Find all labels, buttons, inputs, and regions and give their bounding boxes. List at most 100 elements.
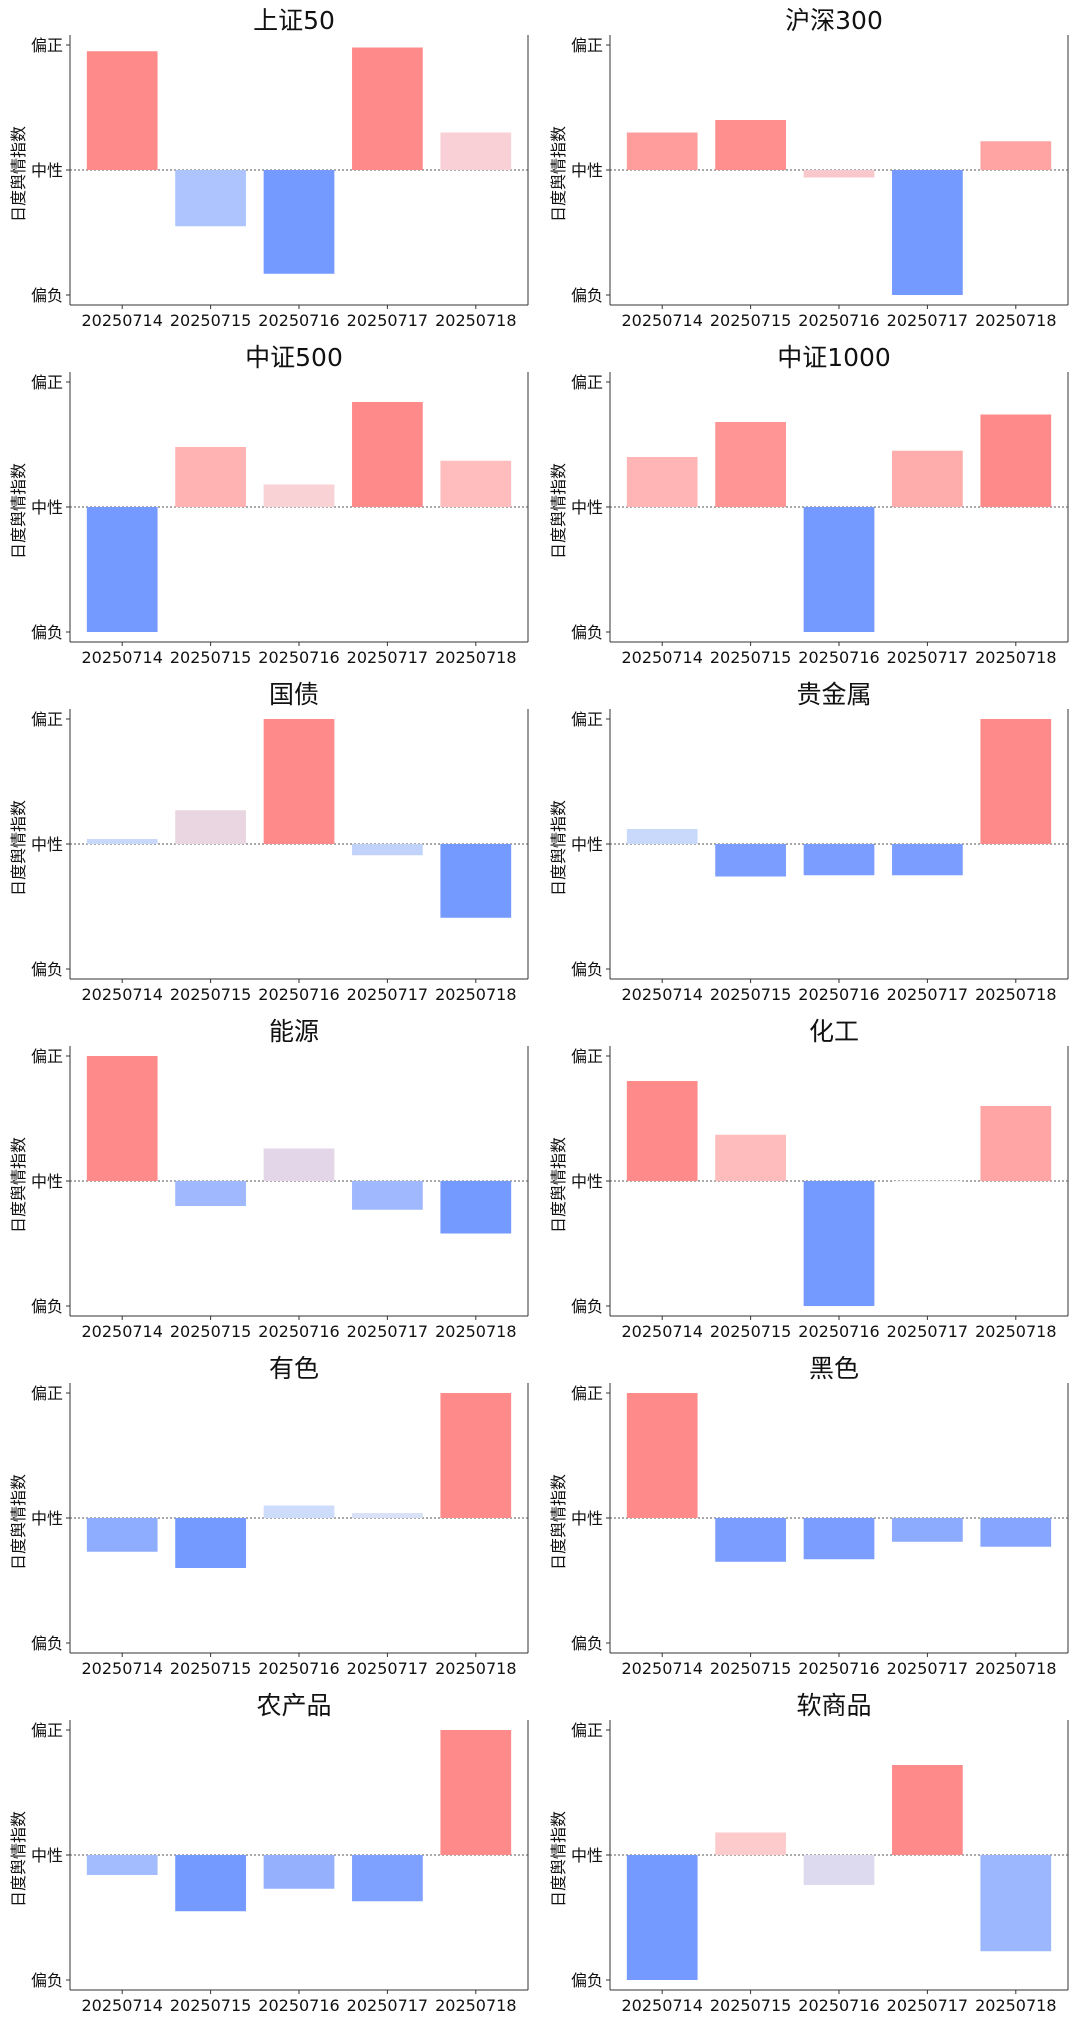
x-tick-label: 20250717 [347,311,428,330]
bar [86,51,158,170]
x-tick-label: 20250714 [81,1659,162,1678]
bar [715,1832,786,1855]
chart-panel: 化工 偏正 中性 偏负 日度舆情指数 20250714 20250715 20250716 20… [540,1011,1080,1348]
x-tick-label: 20250718 [975,311,1056,330]
x-tick-label: 20250715 [170,1322,251,1341]
chart-title: 中证1000 [777,343,891,372]
y-tick-label: 偏正 [31,1047,63,1066]
chart-title: 有色 [269,1354,319,1383]
y-tick-label: 偏正 [31,710,63,729]
x-tick-label: 20250718 [435,648,516,667]
y-axis-label: 日度舆情指数 [9,1474,28,1570]
bar [440,1393,512,1518]
x-tick-label: 20250716 [258,648,339,667]
x-tick-label: 20250717 [887,648,968,667]
y-axis-label: 日度舆情指数 [9,800,28,896]
y-axis-label: 日度舆情指数 [9,1811,28,1907]
x-tick-label: 20250718 [975,1322,1056,1341]
y-tick-label: 中性 [571,1509,603,1528]
y-tick-label: 中性 [571,1172,603,1191]
chart-title: 中证500 [245,343,343,372]
bar [175,1855,246,1912]
bar [440,460,512,507]
y-axis-label: 日度舆情指数 [549,1137,568,1233]
chart-panel: 沪深300 偏正 中性 偏负 日度舆情指数 20250714 20250715 2025071… [540,0,1080,337]
y-tick-label: 偏负 [571,960,603,979]
chart-title: 农产品 [256,1691,331,1720]
y-axis-label: 日度舆情指数 [9,463,28,559]
bar [803,1181,875,1306]
bar [626,132,698,170]
bar [715,1518,786,1562]
y-tick-label: 偏负 [571,623,603,642]
x-tick-label: 20250714 [621,1322,702,1341]
bar [803,1518,875,1560]
bar [626,1393,698,1518]
x-tick-label: 20250714 [621,1996,702,2015]
chart-title: 黑色 [809,1354,859,1383]
x-tick-label: 20250714 [81,985,162,1004]
x-tick-label: 20250715 [170,985,251,1004]
x-tick-label: 20250714 [621,985,702,1004]
x-tick-label: 20250718 [975,1996,1056,2015]
chart-panel: 贵金属 偏正 中性 偏负 日度舆情指数 20250714 20250715 20250716 2… [540,674,1080,1011]
y-tick-label: 偏正 [31,1384,63,1403]
bar [892,1765,963,1855]
x-tick-label: 20250716 [258,985,339,1004]
y-tick-label: 偏负 [31,623,63,642]
bar [892,1518,963,1542]
y-tick-label: 偏正 [31,36,63,55]
bar [892,844,963,876]
chart-panel: 上证50 偏正 中性 偏负 日度舆情指数 20250714 20250715 20250716… [0,0,540,337]
bar [626,457,698,507]
y-tick-label: 中性 [31,1846,63,1865]
chart-title: 软商品 [796,1691,871,1720]
chart-panel: 国债 偏正 中性 偏负 日度舆情指数 20250714 20250715 20250716 20… [0,674,540,1011]
bar [626,1855,698,1980]
x-tick-label: 20250716 [798,1659,879,1678]
y-tick-label: 偏正 [571,1047,603,1066]
x-tick-label: 20250718 [435,1996,516,2015]
x-tick-label: 20250716 [798,1322,879,1341]
bar [86,1855,158,1875]
x-tick-label: 20250716 [798,648,879,667]
y-tick-label: 偏负 [31,1634,63,1653]
x-tick-label: 20250715 [170,648,251,667]
chart-title: 化工 [809,1017,859,1046]
x-tick-label: 20250718 [435,985,516,1004]
chart-panel: 中证1000 偏正 中性 偏负 日度舆情指数 20250714 20250715 202507… [540,337,1080,674]
bar [980,1518,1052,1547]
x-tick-label: 20250717 [347,985,428,1004]
x-tick-label: 20250715 [710,648,791,667]
y-axis-label: 日度舆情指数 [549,463,568,559]
chart-title: 沪深300 [785,6,883,35]
bar [352,1855,423,1902]
y-tick-label: 中性 [571,835,603,854]
bar [892,170,963,295]
y-tick-label: 中性 [571,498,603,517]
x-tick-label: 20250715 [710,311,791,330]
y-tick-label: 偏正 [571,373,603,392]
x-tick-label: 20250715 [710,985,791,1004]
bar [715,844,786,877]
x-tick-label: 20250716 [258,1996,339,2015]
bar [86,839,158,844]
x-tick-label: 20250716 [798,311,879,330]
bar [352,47,423,170]
x-tick-label: 20250717 [347,1659,428,1678]
y-axis-label: 日度舆情指数 [9,126,28,222]
x-tick-label: 20250718 [975,985,1056,1004]
bar [175,1181,246,1206]
bar [626,829,698,844]
x-tick-label: 20250714 [621,1659,702,1678]
bar [86,507,158,632]
bar [803,170,875,178]
y-axis-label: 日度舆情指数 [549,126,568,222]
x-tick-label: 20250717 [887,311,968,330]
